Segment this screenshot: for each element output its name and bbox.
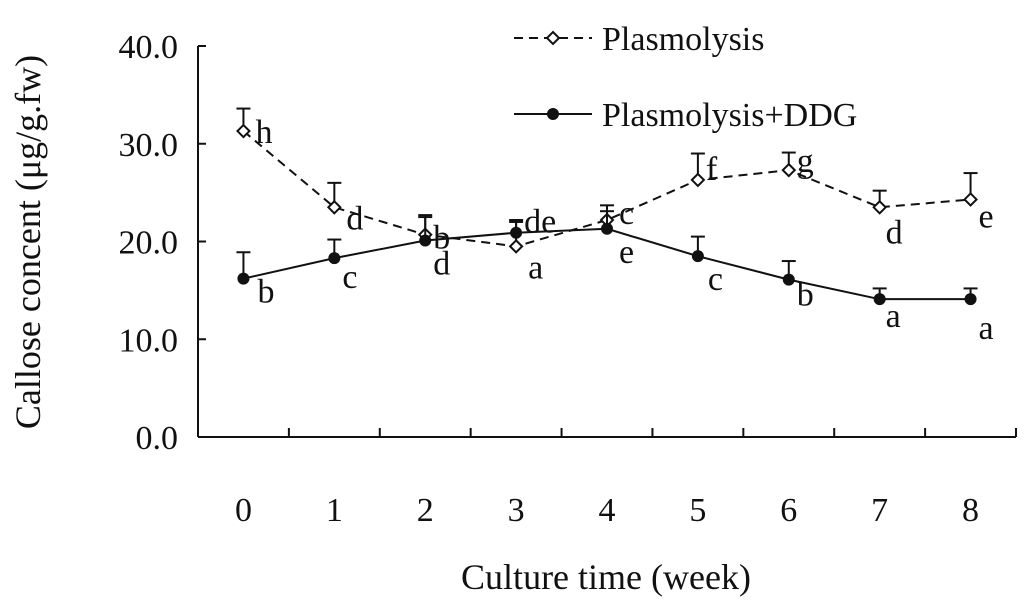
y-tick-label: 10.0: [119, 322, 179, 359]
significance-label: d: [433, 246, 450, 283]
y-tick-label: 20.0: [119, 225, 179, 262]
x-axis: 0 1 2 3 4 5 6 7 8 Culture time (week): [198, 428, 1017, 597]
y-axis-title: Callose concent (μg/g.fw): [8, 55, 48, 429]
data-point: [781, 162, 797, 178]
x-axis-title: Culture time (week): [461, 557, 751, 597]
significance-label: g: [797, 143, 814, 180]
significance-label: a: [528, 249, 543, 286]
legend-marker: [547, 108, 559, 120]
x-tick-label: 8: [962, 492, 979, 529]
y-tick-label: 30.0: [119, 127, 179, 164]
data-point: [510, 226, 523, 239]
significance-label: e: [979, 198, 994, 235]
significance-label: de: [524, 204, 556, 241]
legend-label: Plasmolysis: [602, 21, 764, 58]
data-point: [782, 273, 795, 286]
significance-label: c: [342, 259, 357, 296]
significance-label: b: [797, 277, 814, 314]
data-point: [328, 252, 341, 265]
series-plasmolysis-ddg: b c d de e c b a a: [236, 204, 994, 347]
data-point: [964, 293, 977, 306]
data-point: [326, 199, 342, 215]
significance-label: f: [706, 151, 718, 188]
data-point: [872, 199, 888, 215]
data-point: [236, 123, 251, 139]
y-tick-label: 0.0: [136, 420, 179, 457]
legend-item: Plasmolysis: [514, 21, 764, 58]
significance-label: h: [255, 114, 272, 151]
significance-label: c: [619, 195, 634, 232]
x-tick-label: 1: [326, 492, 343, 529]
data-point: [690, 172, 706, 188]
data-point: [963, 192, 978, 207]
legend-label: Plasmolysis+DDG: [602, 97, 857, 134]
data-point: [873, 293, 886, 306]
x-tick-label: 2: [417, 492, 434, 529]
x-tick-label: 7: [871, 492, 888, 529]
data-point: [237, 272, 250, 285]
significance-label: c: [708, 261, 723, 298]
series-line: [242, 130, 971, 248]
x-tick-label: 4: [599, 492, 616, 529]
legend: Plasmolysis Plasmolysis+DDG: [514, 21, 857, 134]
legend-item: Plasmolysis+DDG: [514, 97, 857, 134]
y-tick-label: 40.0: [119, 29, 179, 66]
significance-label: a: [979, 310, 994, 347]
significance-label: b: [257, 274, 274, 311]
data-point: [601, 222, 613, 235]
x-tick-label: 0: [235, 492, 252, 529]
x-tick-label: 6: [780, 492, 797, 529]
significance-label: d: [346, 200, 363, 237]
data-point: [419, 234, 432, 247]
significance-label: e: [619, 234, 634, 271]
legend-marker: [545, 30, 561, 46]
data-point: [508, 238, 524, 254]
y-axis: 0.0 10.0 20.0 30.0 40.0 Callose concent (μg/…: [8, 29, 206, 457]
data-point: [691, 250, 704, 263]
x-tick-label: 3: [508, 492, 525, 529]
x-tick-label: 5: [689, 492, 706, 529]
significance-label: d: [886, 214, 903, 251]
significance-label: a: [886, 298, 901, 335]
